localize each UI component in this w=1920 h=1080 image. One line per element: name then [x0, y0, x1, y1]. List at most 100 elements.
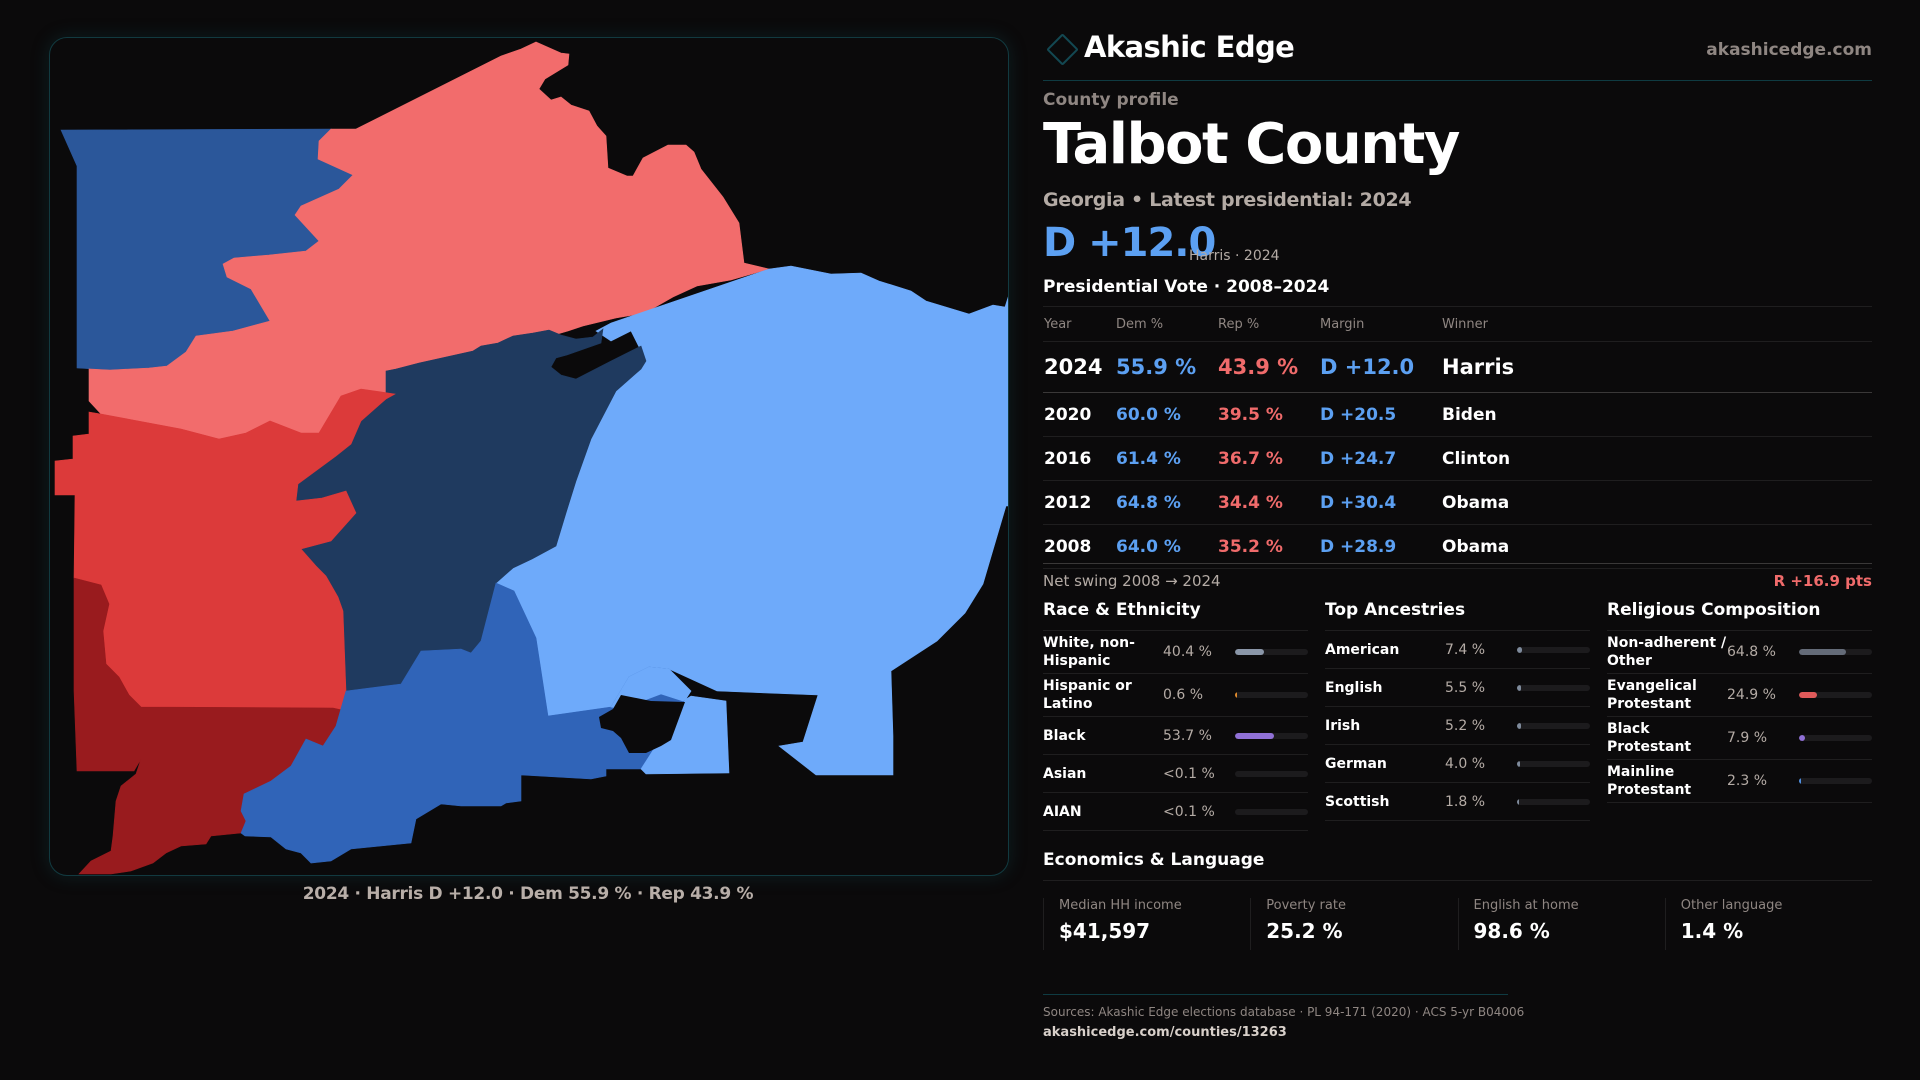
site-link[interactable]: akashicedge.com	[1706, 40, 1872, 60]
row-bar	[1799, 649, 1872, 655]
race-row: Black 53.7 %	[1043, 717, 1308, 755]
religion-row: Black Protestant 7.9 %	[1607, 717, 1872, 760]
vote-row-2008: 2008 64.0 % 35.2 % D +28.9 Obama	[1043, 524, 1872, 569]
stat-english-at-home: English at home 98.6 %	[1457, 898, 1665, 950]
row-bar	[1517, 684, 1590, 691]
race-row: White, non-Hispanic 40.4 %	[1043, 631, 1308, 674]
religion-row: Evangelical Protestant 24.9 %	[1607, 674, 1872, 717]
row-percent: 53.7 %	[1163, 727, 1212, 744]
row-percent: 5.2 %	[1445, 717, 1486, 734]
row-percent: 2.3 %	[1727, 773, 1768, 789]
map-caption: 2024 · Harris D +12.0 · Dem 55.9 % · Rep…	[302, 884, 754, 904]
row-percent: 7.9 %	[1727, 730, 1768, 746]
stat-value: 25.2 %	[1266, 919, 1343, 943]
row-percent: 40.4 %	[1163, 644, 1212, 660]
row-bar	[1235, 692, 1308, 698]
row-bar-fill	[1799, 735, 1805, 741]
row-percent: <0.1 %	[1163, 765, 1215, 782]
stat-value: 1.4 %	[1680, 919, 1744, 943]
row-label: American	[1325, 641, 1400, 658]
brand[interactable]: Akashic Edge	[1043, 30, 1295, 66]
stat-label: Other language	[1680, 898, 1783, 913]
row-label: Evangelical Protestant	[1607, 678, 1697, 712]
row-bar	[1517, 760, 1590, 767]
cell-winner: Biden	[1441, 392, 1872, 437]
stat-label: Poverty rate	[1266, 898, 1346, 913]
cell-rep: 36.7 %	[1217, 436, 1319, 481]
vote-history-table: Year Dem % Rep % Margin Winner 2024 55.9 …	[1043, 306, 1872, 569]
col-header-year: Year	[1043, 306, 1115, 342]
ancestry-row: German 4.0 %	[1325, 745, 1590, 783]
row-label: Black	[1043, 727, 1086, 744]
cell-dem: 64.8 %	[1115, 480, 1217, 525]
precinct-map[interactable]	[49, 37, 1009, 876]
cell-year: 2012	[1043, 480, 1115, 525]
row-bar	[1517, 722, 1590, 729]
header-divider	[1043, 80, 1872, 81]
row-bar-fill	[1235, 649, 1265, 655]
brand-name: Akashic Edge	[1084, 30, 1295, 64]
stat-label: Median HH income	[1059, 898, 1182, 913]
stat-median-income: Median HH income $41,597	[1043, 898, 1250, 950]
county-url[interactable]: akashicedge.com/counties/13263	[1043, 1025, 1287, 1040]
row-label: White, non-Hispanic	[1043, 635, 1135, 669]
headline-margin-note: Harris · 2024	[1189, 248, 1280, 264]
economics-stats: Median HH income $41,597 Poverty rate 25…	[1043, 898, 1872, 950]
row-bar-fill	[1799, 778, 1801, 784]
cell-dem: 64.0 %	[1115, 524, 1217, 569]
row-bar-fill	[1799, 649, 1847, 655]
vote-row-2012: 2012 64.8 % 34.4 % D +30.4 Obama	[1043, 480, 1872, 525]
cell-margin: D +20.5	[1319, 392, 1441, 437]
economics-title: Economics & Language	[1043, 850, 1872, 881]
cell-year: 2024	[1043, 341, 1115, 393]
row-bar-fill	[1235, 732, 1275, 739]
row-label: German	[1325, 755, 1387, 772]
ancestry-title: Top Ancestries	[1325, 600, 1590, 631]
row-bar-fill	[1517, 684, 1521, 691]
precinct-southeast[interactable]	[610, 666, 730, 775]
row-bar	[1517, 646, 1590, 653]
cell-rep: 35.2 %	[1217, 524, 1319, 569]
sources-text: Sources: Akashic Edge elections database…	[1043, 1005, 1525, 1019]
row-bar-fill	[1799, 692, 1818, 698]
precinct-southwest[interactable]	[73, 577, 347, 875]
vote-row-2016: 2016 61.4 % 36.7 % D +24.7 Clinton	[1043, 436, 1872, 481]
cell-rep: 43.9 %	[1217, 341, 1319, 393]
precinct-south[interactable]	[240, 582, 692, 864]
page-subtitle: Georgia • Latest presidential: 2024	[1043, 189, 1412, 211]
cell-winner: Obama	[1441, 524, 1872, 569]
race-ethnicity-section: Race & Ethnicity White, non-Hispanic 40.4…	[1043, 600, 1308, 831]
row-bar-fill	[1517, 798, 1519, 805]
row-label: Hispanic or Latino	[1043, 678, 1132, 712]
row-bar	[1517, 798, 1590, 805]
col-header-margin: Margin	[1319, 306, 1441, 342]
headline-margin: D +12.0	[1043, 220, 1216, 266]
stat-value: 98.6 %	[1473, 919, 1550, 943]
net-swing-value: R +16.9 pts	[1773, 572, 1872, 590]
race-row: Asian <0.1 %	[1043, 755, 1308, 793]
row-percent: 24.9 %	[1727, 687, 1776, 703]
row-bar-fill	[1517, 646, 1523, 653]
net-swing: Net swing 2008 → 2024 R +16.9 pts	[1043, 563, 1872, 590]
row-percent: 7.4 %	[1445, 641, 1486, 658]
row-label: Irish	[1325, 717, 1361, 734]
net-swing-label: Net swing 2008 → 2024	[1043, 572, 1221, 590]
stat-poverty-rate: Poverty rate 25.2 %	[1250, 898, 1457, 950]
col-header-rep: Rep %	[1217, 306, 1319, 342]
map-svg	[54, 41, 1008, 875]
ancestry-section: Top Ancestries American 7.4 % English 5.5 %…	[1325, 600, 1590, 821]
ancestry-row: Scottish 1.8 %	[1325, 783, 1590, 821]
row-label: Black Protestant	[1607, 721, 1692, 755]
cell-margin: D +30.4	[1319, 480, 1441, 525]
row-percent: 64.8 %	[1727, 644, 1776, 660]
map-enclave	[599, 695, 685, 753]
vote-row-2024: 2024 55.9 % 43.9 % D +12.0 Harris	[1043, 341, 1872, 393]
stat-value: $41,597	[1059, 919, 1151, 943]
religion-title: Religious Composition	[1607, 600, 1872, 631]
cell-dem: 55.9 %	[1115, 341, 1217, 393]
row-bar	[1235, 770, 1308, 777]
row-bar	[1235, 808, 1308, 815]
page-eyebrow: County profile	[1043, 90, 1179, 110]
row-percent: 5.5 %	[1445, 679, 1486, 696]
row-bar	[1235, 649, 1308, 655]
